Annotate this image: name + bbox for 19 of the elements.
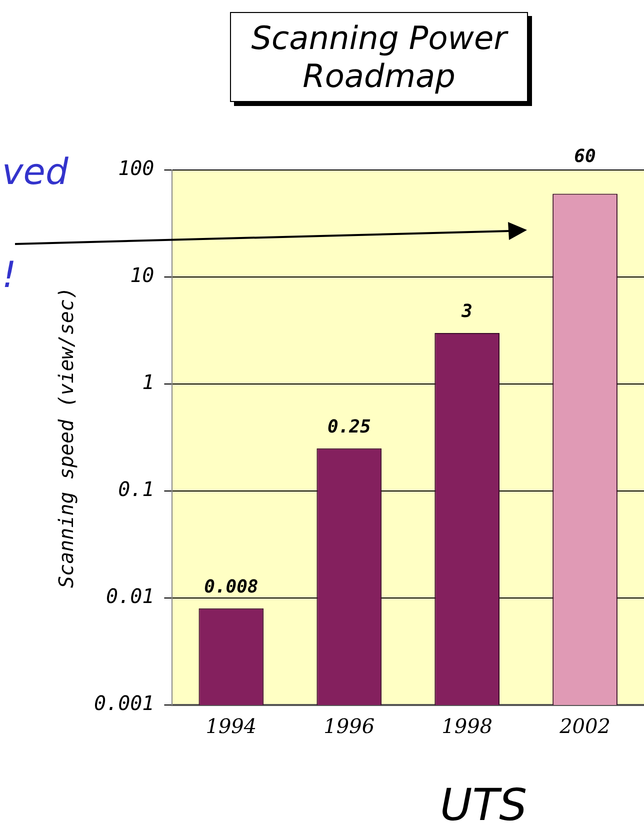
y-tick-label: 0.1: [118, 477, 154, 502]
data-label: 0.008: [204, 576, 258, 598]
x-tick-label: 1994: [206, 714, 257, 738]
text: ved: [2, 152, 68, 193]
text: !: [2, 255, 16, 296]
y-tick-label: 100: [118, 156, 154, 180]
y-tick-label: 0.001: [94, 691, 154, 716]
y-tick-label: 10: [130, 263, 154, 288]
chart-title: Scanning Power Roadmap: [230, 12, 528, 102]
y-tick-label: 0.01: [106, 584, 154, 608]
text: UTS: [440, 780, 528, 831]
x-tick-label: 1998: [442, 714, 493, 738]
x-tick-label: 1996: [324, 714, 375, 738]
y-tick-label: 1: [142, 370, 154, 394]
x-tick-label: 2002: [558, 714, 610, 738]
data-label: 60: [574, 146, 596, 167]
data-label: 3: [460, 300, 472, 322]
data-label: 0.25: [327, 416, 371, 438]
y-axis-title: Scanning speed (view/sec): [54, 286, 78, 588]
